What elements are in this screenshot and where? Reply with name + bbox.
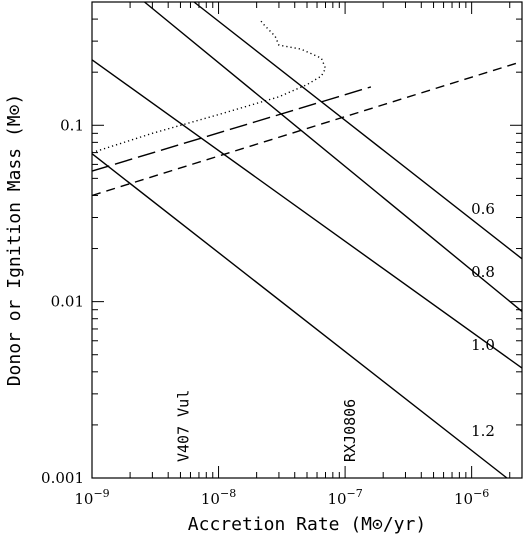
annotation-rxj0806: RXJ0806 [341, 399, 359, 462]
series-line-short-dashed [91, 60, 523, 197]
y-tick-label: 0.01 [51, 293, 84, 311]
x-tick-label: 10−8 [201, 487, 236, 508]
annotation-v407-vul: V407 Vul [175, 390, 193, 462]
series-line-1.0 [91, 59, 523, 369]
y-axis-label: Donor or Ignition Mass (M⊙) [4, 94, 25, 387]
series-line-long-dashed [91, 86, 372, 172]
labels: 10−9 10−8 10−7 10−6 0.001 0.01 0.1 0.6 0.8 1.0 1.2… [41, 116, 495, 508]
series-line-1.2 [91, 153, 508, 479]
y-tick-label: 0.1 [60, 116, 84, 134]
x-tick-label: 10−6 [454, 487, 489, 508]
y-tick-label: 0.001 [41, 469, 84, 487]
x-tick-label: 10−9 [74, 487, 109, 508]
series-line-0.6 [193, 1, 523, 260]
series-line-dotted [91, 18, 327, 154]
curve-label-0.8: 0.8 [471, 263, 495, 281]
x-tick-label: 10−7 [327, 487, 362, 508]
curve-label-1.2: 1.2 [471, 422, 495, 440]
axis-ticks [91, 1, 522, 479]
curve-label-1.0: 1.0 [471, 336, 495, 354]
x-axis-label: Accretion Rate (M⊙/yr) [188, 514, 426, 535]
plot-frame [91, 1, 523, 479]
curve-label-0.6: 0.6 [471, 200, 495, 218]
curves [91, 1, 523, 479]
series-line-0.8 [144, 1, 523, 312]
